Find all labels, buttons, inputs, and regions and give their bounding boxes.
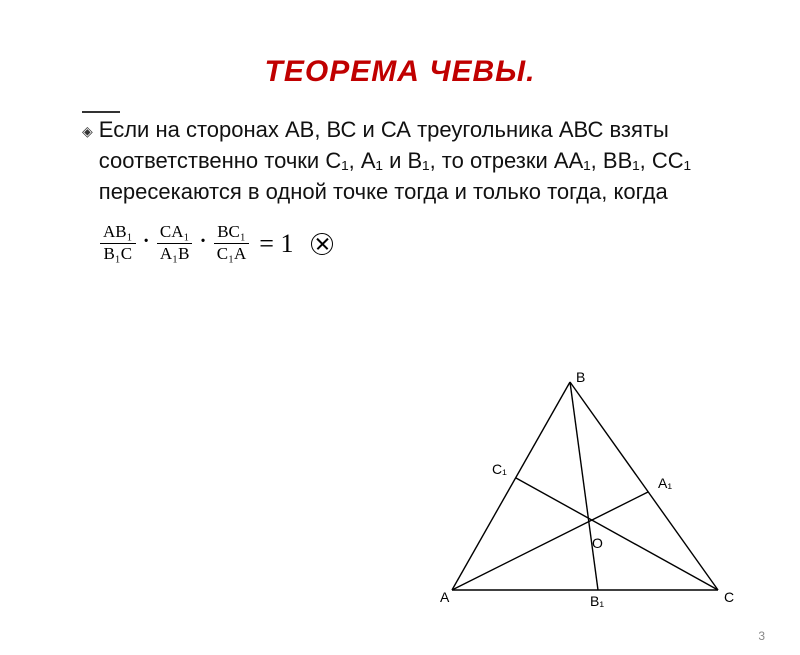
frac3-den: C₁A	[214, 244, 250, 264]
formula: AB₁ B₁C · CA₁ A₁B · BC₁ C₁A = 1	[100, 223, 800, 263]
title-underline-decoration	[82, 111, 120, 113]
equals-one: = 1	[255, 229, 297, 259]
page-number: 3	[758, 629, 765, 643]
bullet-icon: ◈	[82, 122, 93, 142]
diagram-svg: A B C A₁ B₁ C₁ O	[430, 370, 740, 610]
fraction-3: BC₁ C₁A	[214, 223, 250, 263]
frac2-den: A₁B	[157, 244, 193, 264]
frac3-num: BC₁	[214, 223, 249, 244]
svg-text:A: A	[440, 589, 450, 605]
svg-text:A₁: A₁	[658, 475, 672, 491]
fraction-2: CA₁ A₁B	[157, 223, 193, 263]
slide-title: ТЕОРЕМА ЧЕВЫ.	[0, 55, 800, 89]
frac1-num: AB₁	[100, 223, 136, 244]
body-text-block: ◈ Если на сторонах АВ, ВС и СА треугольн…	[82, 115, 740, 207]
otimes-icon	[311, 233, 333, 255]
theorem-statement: Если на сторонах АВ, ВС и СА треугольник…	[99, 115, 740, 207]
svg-text:B: B	[576, 370, 585, 385]
frac1-den: B₁C	[100, 244, 135, 264]
frac2-num: CA₁	[157, 223, 193, 244]
svg-text:C: C	[724, 589, 734, 605]
svg-text:B₁: B₁	[590, 593, 604, 609]
svg-text:O: O	[592, 535, 603, 551]
svg-text:C₁: C₁	[492, 461, 507, 477]
fraction-1: AB₁ B₁C	[100, 223, 136, 263]
triangle-diagram: A B C A₁ B₁ C₁ O	[430, 370, 740, 610]
